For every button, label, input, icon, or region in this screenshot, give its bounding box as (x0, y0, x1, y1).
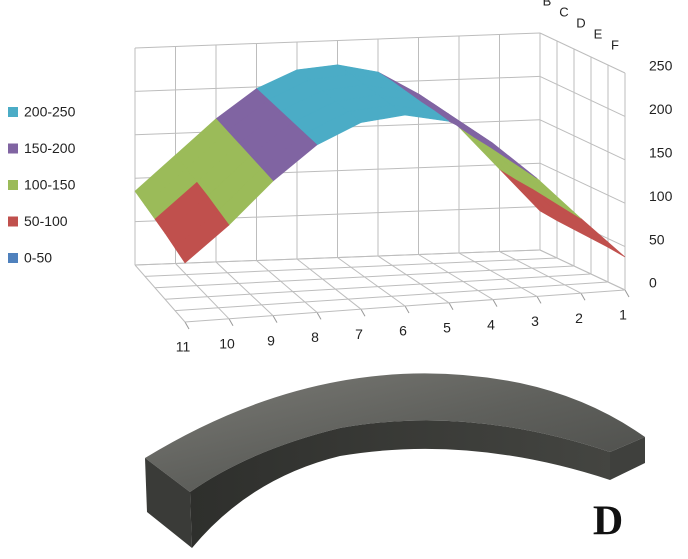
surface-plot: 0501001502002501234567891011ABCDEF (134, 0, 673, 355)
series-label: C (559, 4, 568, 19)
grid-line (134, 249, 541, 266)
legend-label: 0-50 (24, 250, 52, 266)
y-tick-label: 200 (649, 101, 673, 117)
slab-end (610, 437, 645, 480)
y-tick-label: 250 (649, 58, 673, 74)
x-tick-label: 11 (176, 339, 191, 355)
legend-swatch (8, 107, 18, 117)
grid-line (134, 264, 186, 323)
x-tick (580, 292, 586, 301)
x-tick-label: 1 (619, 307, 627, 323)
grid-line (154, 265, 575, 289)
x-tick (184, 321, 190, 330)
x-tick (360, 308, 366, 317)
x-tick-label: 7 (355, 326, 363, 342)
grid-line (174, 281, 609, 312)
series-label: E (594, 26, 603, 41)
grid-line (337, 257, 406, 307)
legend-swatch (8, 180, 18, 190)
x-tick (316, 312, 322, 320)
x-tick (492, 299, 498, 307)
grid-line (539, 119, 626, 161)
x-tick (448, 302, 454, 311)
surface-patch (531, 188, 592, 239)
x-tick-label: 4 (487, 316, 495, 332)
legend-swatch (8, 253, 18, 263)
legend-label: 50-100 (24, 213, 68, 229)
series-label: B (543, 0, 552, 8)
surface-patch (434, 110, 494, 144)
grid-line (184, 289, 626, 323)
x-tick (272, 315, 278, 323)
x-tick-label: 5 (443, 320, 451, 336)
grid-line (256, 260, 318, 313)
grid-line (144, 257, 558, 277)
grid-line (418, 254, 494, 301)
y-tick-label: 0 (649, 275, 657, 291)
surface-patch (174, 210, 230, 264)
legend-swatch (8, 216, 18, 227)
x-tick (536, 296, 542, 304)
slab-image (145, 373, 645, 548)
x-tick-label: 9 (267, 332, 275, 348)
panel-label: D (593, 499, 623, 545)
legend-label: 150-200 (24, 140, 76, 156)
x-tick (404, 305, 410, 314)
x-tick-label: 6 (399, 323, 407, 339)
slab-front (145, 458, 192, 548)
grid-line (539, 75, 626, 117)
y-tick-label: 50 (649, 231, 665, 247)
x-tick (228, 318, 234, 327)
surface-patch (458, 126, 517, 180)
grid-line (296, 258, 362, 310)
x-tick-label: 2 (575, 310, 583, 326)
y-tick-label: 100 (649, 188, 673, 204)
grid-line (539, 32, 626, 74)
grid-line (458, 252, 538, 297)
grid-line (539, 249, 626, 291)
legend-swatch (8, 143, 18, 154)
grid-line (377, 255, 450, 304)
grid-line (499, 251, 582, 294)
x-tick-label: 10 (219, 336, 235, 352)
series-label: F (611, 37, 619, 52)
x-tick (624, 289, 630, 298)
legend-label: 100-150 (24, 177, 76, 193)
grid-line (175, 263, 230, 320)
grid-line (539, 162, 626, 204)
legend: 200-250 150-200 100-150 50-100 0-50 (8, 104, 76, 266)
x-tick-label: 8 (311, 329, 319, 345)
y-tick-label: 150 (649, 145, 673, 161)
x-tick-label: 3 (531, 313, 539, 329)
surface-patch (474, 137, 533, 189)
slab-top (145, 373, 645, 492)
slab-side (190, 420, 610, 548)
series-label: D (576, 15, 585, 30)
grid-line (215, 261, 274, 316)
legend-label: 200-250 (24, 104, 76, 120)
grid-line (164, 273, 592, 300)
